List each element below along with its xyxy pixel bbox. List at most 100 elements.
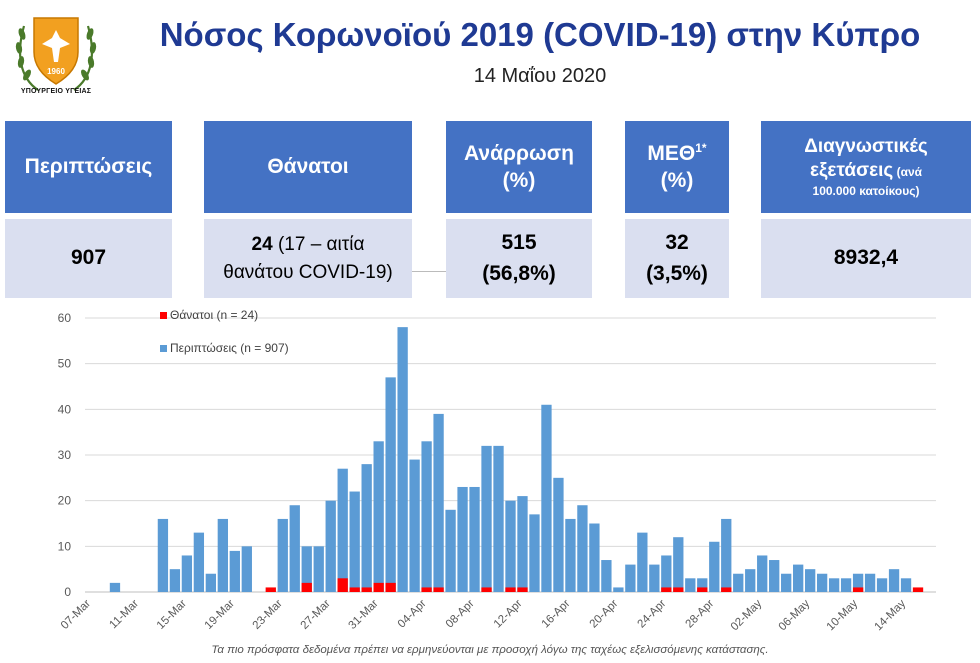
case-bar bbox=[325, 500, 336, 592]
cyprus-emblem-logo: 1960 bbox=[15, 17, 97, 91]
x-tick-label: 06-May bbox=[777, 597, 813, 633]
case-bar bbox=[757, 555, 768, 592]
y-tick-label: 40 bbox=[58, 402, 72, 416]
case-bar bbox=[493, 445, 504, 592]
case-bar bbox=[277, 518, 288, 592]
case-bar bbox=[541, 404, 552, 592]
death-bar bbox=[505, 587, 516, 592]
case-bar bbox=[481, 445, 492, 592]
death-bar bbox=[912, 587, 924, 592]
case-bar bbox=[385, 377, 396, 592]
x-tick-label: 07-Mar bbox=[59, 598, 93, 632]
death-bar bbox=[852, 587, 864, 592]
case-bar bbox=[888, 569, 900, 592]
x-tick-label: 12-Apr bbox=[492, 598, 525, 631]
case-bar bbox=[781, 573, 792, 592]
case-bar bbox=[445, 509, 456, 592]
case-bar bbox=[900, 578, 912, 592]
death-bar bbox=[433, 587, 444, 592]
case-bar bbox=[637, 532, 648, 592]
death-bar bbox=[373, 582, 384, 592]
x-tick-label: 04-Apr bbox=[396, 598, 429, 631]
case-bar bbox=[349, 491, 360, 592]
y-tick-label: 50 bbox=[58, 357, 72, 371]
death-bar bbox=[421, 587, 432, 592]
case-bar bbox=[373, 441, 384, 592]
case-bar bbox=[697, 578, 708, 592]
recovery-percent: (56,8%) bbox=[482, 261, 556, 285]
death-bar bbox=[673, 587, 684, 592]
deaths-label: Θάνατοι bbox=[267, 155, 349, 179]
x-tick-label: 27-Mar bbox=[299, 598, 333, 632]
case-bar bbox=[577, 505, 588, 592]
deaths-value: 24 bbox=[251, 233, 273, 255]
recovery-label: Ανάρρωση bbox=[464, 141, 574, 165]
case-bar bbox=[685, 578, 696, 592]
x-tick-label: 23-Mar bbox=[251, 598, 285, 632]
case-bar bbox=[804, 569, 816, 592]
case-bar bbox=[409, 459, 420, 592]
death-bar bbox=[337, 578, 348, 592]
icu-value: 32 bbox=[665, 231, 689, 255]
y-tick-label: 10 bbox=[58, 539, 72, 553]
x-tick-label: 02-May bbox=[729, 597, 765, 633]
tests-label-small-1: (ανά bbox=[893, 165, 923, 180]
case-bar bbox=[517, 496, 528, 592]
legend-swatch-cases bbox=[160, 345, 167, 352]
recovery-label-unit: (%) bbox=[502, 169, 536, 192]
death-bar bbox=[349, 587, 360, 592]
case-bar bbox=[613, 587, 624, 592]
logo-caption: ΥΠΟΥΡΓΕΙΟ ΥΓΕΙΑΣ bbox=[20, 88, 92, 95]
icu-header: ΜΕΘ1* (%) bbox=[625, 121, 729, 213]
tests-label-small-2: 100.000 κατοίκους) bbox=[812, 183, 920, 198]
recovery-value-box: 515 (56,8%) bbox=[446, 219, 592, 298]
case-bar bbox=[589, 523, 600, 592]
y-tick-label: 0 bbox=[64, 585, 71, 599]
tests-header: Διαγνωστικές εξετάσεις (ανά 100.000 κατο… bbox=[761, 121, 971, 213]
daily-cases-chart: 0 10 20 30 40 50 60 07-Mar 11-Mar 15-Mar 19-Mar 23-… bbox=[58, 308, 936, 633]
death-bar bbox=[661, 587, 672, 592]
case-bar bbox=[313, 546, 324, 592]
icu-label: ΜΕΘ bbox=[647, 141, 696, 165]
tests-label-2: εξετάσεις bbox=[809, 160, 894, 182]
case-bar bbox=[673, 537, 684, 592]
death-bar bbox=[517, 587, 528, 592]
y-tick-label: 60 bbox=[58, 311, 72, 325]
x-tick-label: 14-May bbox=[873, 597, 909, 633]
case-bar bbox=[505, 500, 516, 592]
case-bar bbox=[457, 486, 468, 592]
case-bar bbox=[816, 573, 828, 592]
case-bar bbox=[601, 560, 612, 592]
tests-label: Διαγνωστικές bbox=[804, 135, 928, 157]
icu-value-box: 32 (3,5%) bbox=[625, 219, 729, 298]
case-bar bbox=[625, 564, 636, 592]
legend-label-cases: Περιπτώσεις (n = 907) bbox=[170, 341, 289, 355]
x-tick-label: 16-Apr bbox=[540, 598, 573, 631]
case-bar bbox=[649, 564, 660, 592]
cases-value-box: 907 bbox=[5, 219, 172, 298]
x-tick-label: 31-Mar bbox=[347, 598, 381, 632]
death-bar bbox=[385, 582, 396, 592]
death-bar bbox=[721, 587, 732, 592]
case-bar bbox=[301, 546, 312, 592]
case-bar bbox=[205, 573, 217, 592]
report-date: 14 Μαΐου 2020 bbox=[473, 65, 607, 87]
icu-label-unit: (%) bbox=[660, 169, 694, 192]
case-bar bbox=[721, 518, 732, 592]
case-bar bbox=[169, 569, 181, 592]
case-bar bbox=[529, 514, 540, 592]
deaths-note-1: (17 – αιτία bbox=[272, 233, 365, 255]
case-bar bbox=[876, 578, 888, 592]
deaths-header: Θάνατοι bbox=[204, 121, 412, 213]
case-bar bbox=[852, 573, 864, 592]
cases-header: Περιπτώσεις bbox=[5, 121, 172, 213]
case-bar bbox=[109, 582, 121, 592]
tests-value: 8932,4 bbox=[833, 246, 899, 270]
case-bar bbox=[828, 578, 840, 592]
case-bar bbox=[241, 546, 252, 592]
icu-percent: (3,5%) bbox=[646, 261, 708, 285]
leader-line bbox=[412, 271, 446, 272]
x-tick-label: 19-Mar bbox=[203, 598, 237, 632]
icu-footnote-mark: 1* bbox=[695, 140, 707, 155]
case-bar bbox=[864, 573, 876, 592]
